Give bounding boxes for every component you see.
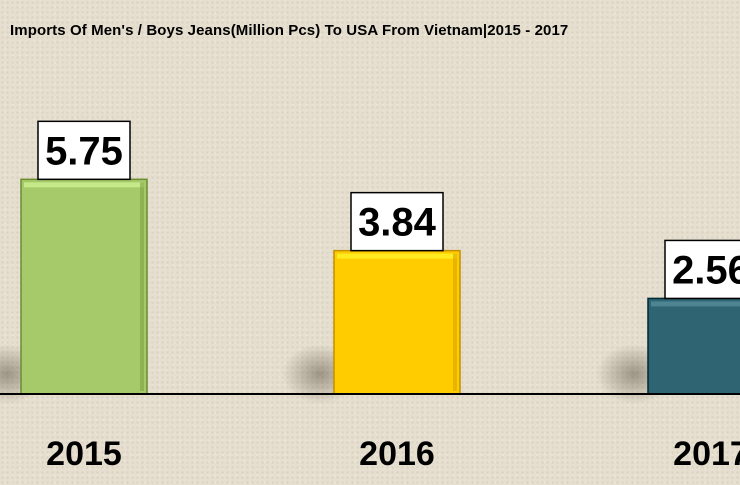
bar-highlight — [24, 182, 144, 188]
bar-2017 — [647, 297, 740, 395]
bar-2016 — [333, 249, 461, 395]
data-label: 3.84 — [358, 201, 437, 245]
data-label-box — [350, 191, 444, 252]
bar-edge-shade — [140, 182, 144, 391]
bar-2015 — [20, 178, 148, 395]
x-tick-label: 2017 — [673, 435, 740, 473]
bar-highlight — [651, 301, 740, 307]
bar-edge-shade — [453, 253, 457, 391]
x-tick-label: 2016 — [359, 435, 435, 473]
data-label-box — [37, 120, 131, 181]
x-tick-label: 2015 — [46, 435, 122, 473]
data-label: 2.56 — [672, 248, 740, 292]
bar-highlight — [337, 253, 457, 259]
data-label: 5.75 — [45, 129, 123, 173]
data-label-box — [664, 239, 740, 300]
chart-title: Imports Of Men's / Boys Jeans(Million Pc… — [10, 22, 569, 39]
